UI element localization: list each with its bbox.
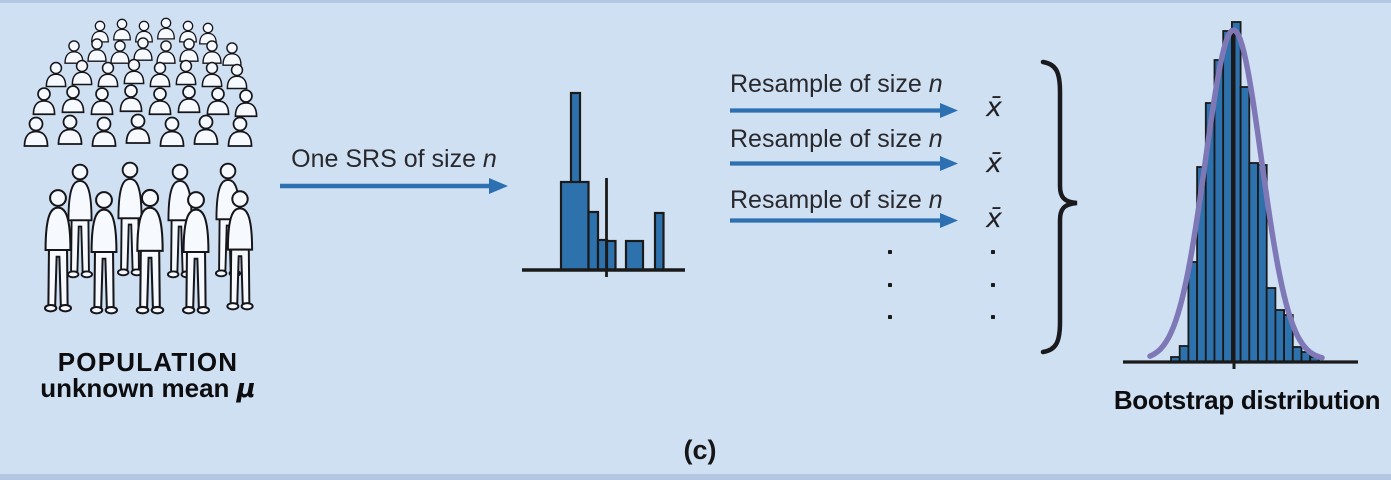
population-subtitle: unknown mean μ (40, 373, 256, 404)
panel-caption: (c) (683, 435, 717, 465)
resample-n-symbol: n (928, 70, 943, 98)
sample-histogram-bar (605, 239, 617, 272)
resample-label-1: Resample of size n (730, 70, 943, 98)
resample-n-symbol: n (928, 125, 943, 153)
sample-histogram-bar (587, 210, 600, 272)
resample-label-2: Resample of size n (730, 125, 943, 153)
resample-arrow-3 (730, 213, 958, 228)
resample-arrow-2 (730, 156, 958, 171)
srs-arrow-label: One SRS of size n (291, 145, 497, 173)
sample-histogram-bar (653, 211, 665, 272)
sample-histogram-bar (559, 180, 590, 272)
ellipsis-dots-left (888, 250, 892, 319)
bootstrap-histogram-bar (1265, 287, 1277, 363)
bootstrap-histogram-bar (1222, 30, 1233, 363)
bootstrap-histogram-bar (1248, 162, 1259, 363)
srs-arrow (280, 178, 508, 194)
bootstrap-histogram-bar (1239, 86, 1251, 363)
bootstrap-histogram-bar (1178, 345, 1190, 363)
resample-arrow-1 (730, 103, 958, 118)
bootstrap-histogram-bar (1291, 346, 1303, 363)
population-crowd-illustration (23, 17, 258, 315)
xbar-symbol-2: x̄ (986, 148, 1002, 179)
population-title: POPULATION (57, 347, 239, 377)
srs-n-symbol: n (482, 145, 497, 173)
xbar-symbol-1: x̄ (986, 92, 1002, 123)
panel-bottom-edge (0, 474, 1391, 480)
sample-histogram (522, 91, 685, 277)
bootstrap-distribution-histogram (1123, 21, 1358, 369)
panel-top-edge (0, 0, 1391, 3)
xbar-symbol-3: x̄ (986, 203, 1002, 234)
right-curly-brace-icon (1040, 59, 1078, 355)
mu-symbol: μ (236, 374, 256, 404)
sample-histogram-bar (624, 239, 645, 272)
resample-label-3: Resample of size n (730, 186, 943, 214)
ellipsis-dots-right (991, 250, 995, 319)
bootstrap-distribution-label: Bootstrap distribution (1113, 385, 1381, 415)
resample-n-symbol: n (928, 186, 943, 214)
bootstrap-histogram-bar (1274, 309, 1286, 363)
normal-density-curve (1147, 27, 1325, 361)
